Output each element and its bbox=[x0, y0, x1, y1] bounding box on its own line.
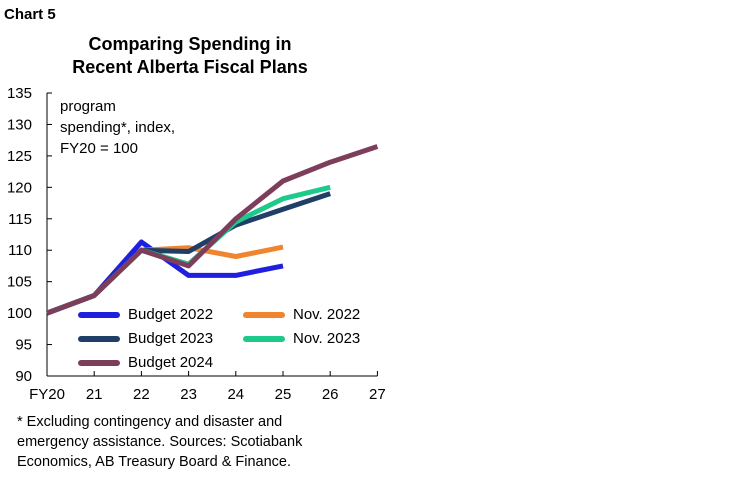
unit-note-line-2: spending*, index, bbox=[60, 119, 176, 136]
y-tick-label: 125 bbox=[7, 148, 32, 165]
y-tick-label: 115 bbox=[8, 211, 32, 228]
footnote-line-2: emergency assistance. Sources: Scotiaban… bbox=[17, 434, 303, 450]
y-tick-label: 100 bbox=[7, 305, 32, 322]
legend-swatch-budget-2023 bbox=[78, 336, 120, 342]
footnote-line-3: Economics, AB Treasury Board & Finance. bbox=[17, 454, 292, 470]
x-tick-label: 22 bbox=[133, 386, 150, 403]
x-tick-label: 27 bbox=[369, 386, 386, 403]
series-line-budget-2024 bbox=[46, 144, 379, 316]
legend-label-budget-2023: Budget 2023 bbox=[128, 330, 214, 347]
y-tick-label: 95 bbox=[15, 337, 32, 354]
x-tick-label: 21 bbox=[86, 386, 103, 403]
chart-lines bbox=[46, 144, 379, 316]
x-tick-label: 24 bbox=[227, 386, 244, 403]
unit-note: program spending*, index, FY20 = 100 bbox=[60, 96, 175, 159]
x-tick-label: 26 bbox=[322, 386, 339, 403]
legend-swatch-budget-2024 bbox=[78, 360, 120, 366]
y-tick-label: 110 bbox=[8, 242, 32, 259]
chart-axes: 90 95 100 105 110 115 120 125 130 135 FY20 21 22 23 24… bbox=[7, 85, 386, 403]
legend-label-nov-2022: Nov. 2022 bbox=[293, 306, 361, 323]
chart-number-label: Chart 5 bbox=[4, 6, 56, 23]
chart-title-line-2: Recent Alberta Fiscal Plans bbox=[72, 57, 308, 77]
footnote-line-1: * Excluding contingency and disaster and bbox=[17, 414, 283, 430]
legend-swatch-nov-2023 bbox=[243, 336, 285, 342]
legend-label-budget-2022: Budget 2022 bbox=[128, 306, 214, 323]
unit-note-line-3: FY20 = 100 bbox=[60, 140, 138, 157]
y-tick-label: 135 bbox=[7, 85, 32, 102]
legend-label-budget-2024: Budget 2024 bbox=[128, 354, 214, 371]
y-tick-label: 130 bbox=[7, 116, 32, 133]
legend-swatch-nov-2022 bbox=[243, 312, 285, 318]
chart-title-line-1: Comparing Spending in bbox=[88, 34, 292, 54]
y-tick-label: 90 bbox=[15, 368, 32, 385]
x-tick-label: FY20 bbox=[29, 386, 65, 403]
x-tick-label: 23 bbox=[180, 386, 197, 403]
x-tick-label: 25 bbox=[275, 386, 292, 403]
y-tick-label: 120 bbox=[7, 179, 32, 196]
legend-label-nov-2023: Nov. 2023 bbox=[293, 330, 361, 347]
unit-note-line-1: program bbox=[60, 98, 116, 115]
legend-swatch-budget-2022 bbox=[78, 312, 120, 318]
y-tick-label: 105 bbox=[7, 274, 32, 291]
